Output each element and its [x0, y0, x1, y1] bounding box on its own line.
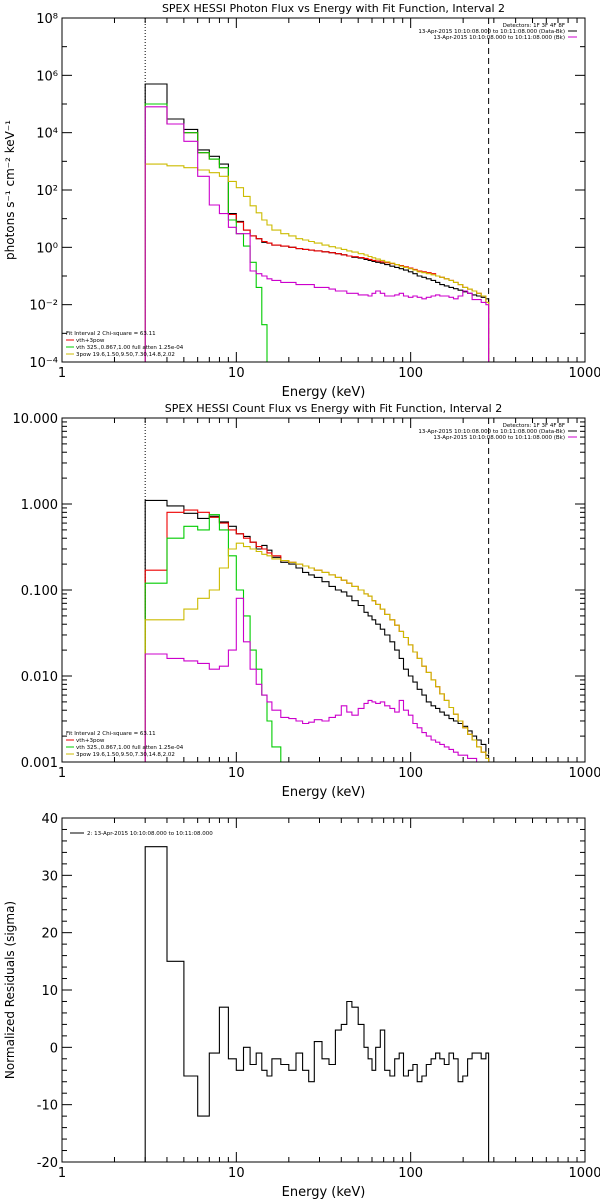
- y-tick-label: 0: [50, 1041, 58, 1056]
- x-tick-label: 1: [58, 766, 66, 781]
- x-tick-label: 100: [398, 1166, 423, 1181]
- legend-top-right-entry: Detectors: 1F 3F 4F 8F: [503, 23, 565, 29]
- x-tick-label: 10: [228, 366, 245, 381]
- y-tick-label: 10⁻²: [29, 299, 58, 314]
- legend-bottom-left-entry: vth 325.,0.867,1.00 full atten 1.25e-04: [76, 745, 184, 751]
- y-tick-label: 0.001: [21, 756, 58, 771]
- y-axis-label: photons s⁻¹ cm⁻² keV⁻¹: [3, 120, 17, 260]
- series-vth-3pow: [144, 103, 490, 362]
- x-tick-label: 100: [398, 366, 423, 381]
- plot-frame: [61, 817, 586, 1163]
- y-tick-label: 0.010: [21, 670, 58, 685]
- legend-top-right-entry: 13-Apr-2015 10:10:08.000 to 10:11:08.000…: [418, 29, 565, 35]
- y-tick-label: 30: [41, 869, 58, 884]
- y-tick-label: -20: [37, 1156, 58, 1171]
- legend-top-right-entry: 13-Apr-2015 10:10:08.000 to 10:11:08.000…: [433, 35, 565, 41]
- panel-1: 1 10 100 1000 10⁻⁴ 10⁻² 10⁰ 10² 10⁴ 10⁶ 10⁸ SPEX HE…: [3, 2, 600, 400]
- series-3pow: [144, 542, 490, 762]
- series-vth: [144, 103, 268, 362]
- x-tick-label: 1000: [568, 366, 600, 381]
- legend-top-right-entry: 13-Apr-2015 10:10:08.000 to 10:11:08.000…: [418, 429, 565, 435]
- x-tick-label: 1000: [568, 766, 600, 781]
- legend-bottom-left-entry: Fit Interval 2 Chi-square = 63.11: [66, 331, 156, 337]
- legend-top-right-entry: 13-Apr-2015 10:10:08.000 to 10:11:08.000…: [433, 435, 565, 441]
- x-axis-label: Energy (keV): [282, 785, 366, 800]
- legend-top-left-entry: 2: 13-Apr-2015 10:10:08.000 to 10:11:08.…: [87, 831, 213, 837]
- legend-bottom-left-entry: vth+3pow: [76, 738, 105, 744]
- y-tick-label: 0.100: [21, 584, 58, 599]
- y-tick-label: 1.000: [21, 498, 58, 513]
- chart-title: SPEX HESSI Photon Flux vs Energy with Fi…: [162, 2, 505, 15]
- plot-frame: [61, 417, 586, 763]
- x-tick-label: 1: [58, 1166, 66, 1181]
- panel-3: 1 10 100 1000 -20 -10 0 10 20 30 40 Energy (keV) Nor…: [3, 812, 600, 1200]
- chart-title: SPEX HESSI Count Flux vs Energy with Fit…: [165, 402, 502, 415]
- legend-bottom-left-entry: 3pow 19.6,1.50,9.50,7.30,14.8,2.02: [76, 352, 175, 358]
- y-tick-label: 10.000: [13, 412, 59, 427]
- series-data-bk: [144, 83, 490, 362]
- y-tick-label: 20: [41, 927, 58, 942]
- legend-top-right-entry: Detectors: 1F 3F 4F 8F: [503, 423, 565, 429]
- y-tick-label: -10: [37, 1099, 58, 1114]
- series-data-bk: [144, 499, 490, 762]
- y-tick-label: 10: [41, 984, 58, 999]
- x-axis-label: Energy (keV): [282, 1185, 366, 1200]
- y-tick-label: 40: [41, 812, 58, 827]
- y-tick-label: 10⁴: [36, 127, 58, 142]
- x-tick-label: 10: [228, 766, 245, 781]
- y-tick-label: 10⁸: [36, 12, 58, 27]
- y-tick-label: 10⁰: [36, 241, 58, 256]
- x-tick-label: 1000: [568, 1166, 600, 1181]
- plot-frame: [61, 17, 586, 363]
- panel-2: 1 10 100 1000 0.001 0.010 0.100 1.000 10.000 SPEX…: [13, 402, 600, 800]
- y-tick-label: 10⁶: [36, 69, 58, 84]
- x-tick-label: 10: [228, 1166, 245, 1181]
- x-tick-label: 100: [398, 766, 423, 781]
- x-axis-label: Energy (keV): [282, 385, 366, 400]
- series-3pow: [144, 163, 490, 362]
- series-2-13-apr-2015-10-10-08-000-to-10-11-08-000: [144, 846, 490, 1162]
- series-bk: [144, 597, 487, 762]
- legend-bottom-left-entry: 3pow 19.6,1.50,9.50,7.30,14.8,2.02: [76, 752, 175, 758]
- x-tick-label: 1: [58, 366, 66, 381]
- legend-bottom-left-entry: Fit Interval 2 Chi-square = 63.11: [66, 731, 156, 737]
- legend-bottom-left-entry: vth+3pow: [76, 338, 105, 344]
- legend-bottom-left-entry: vth 325.,0.867,1.00 full atten 1.25e-04: [76, 345, 184, 351]
- y-tick-label: 10⁻⁴: [29, 356, 58, 371]
- y-tick-label: 10²: [36, 184, 58, 199]
- series-vth: [144, 514, 282, 762]
- series-bk: [144, 106, 490, 362]
- series-vth-3pow: [144, 509, 490, 762]
- y-axis-label: Normalized Residuals (sigma): [3, 901, 17, 1079]
